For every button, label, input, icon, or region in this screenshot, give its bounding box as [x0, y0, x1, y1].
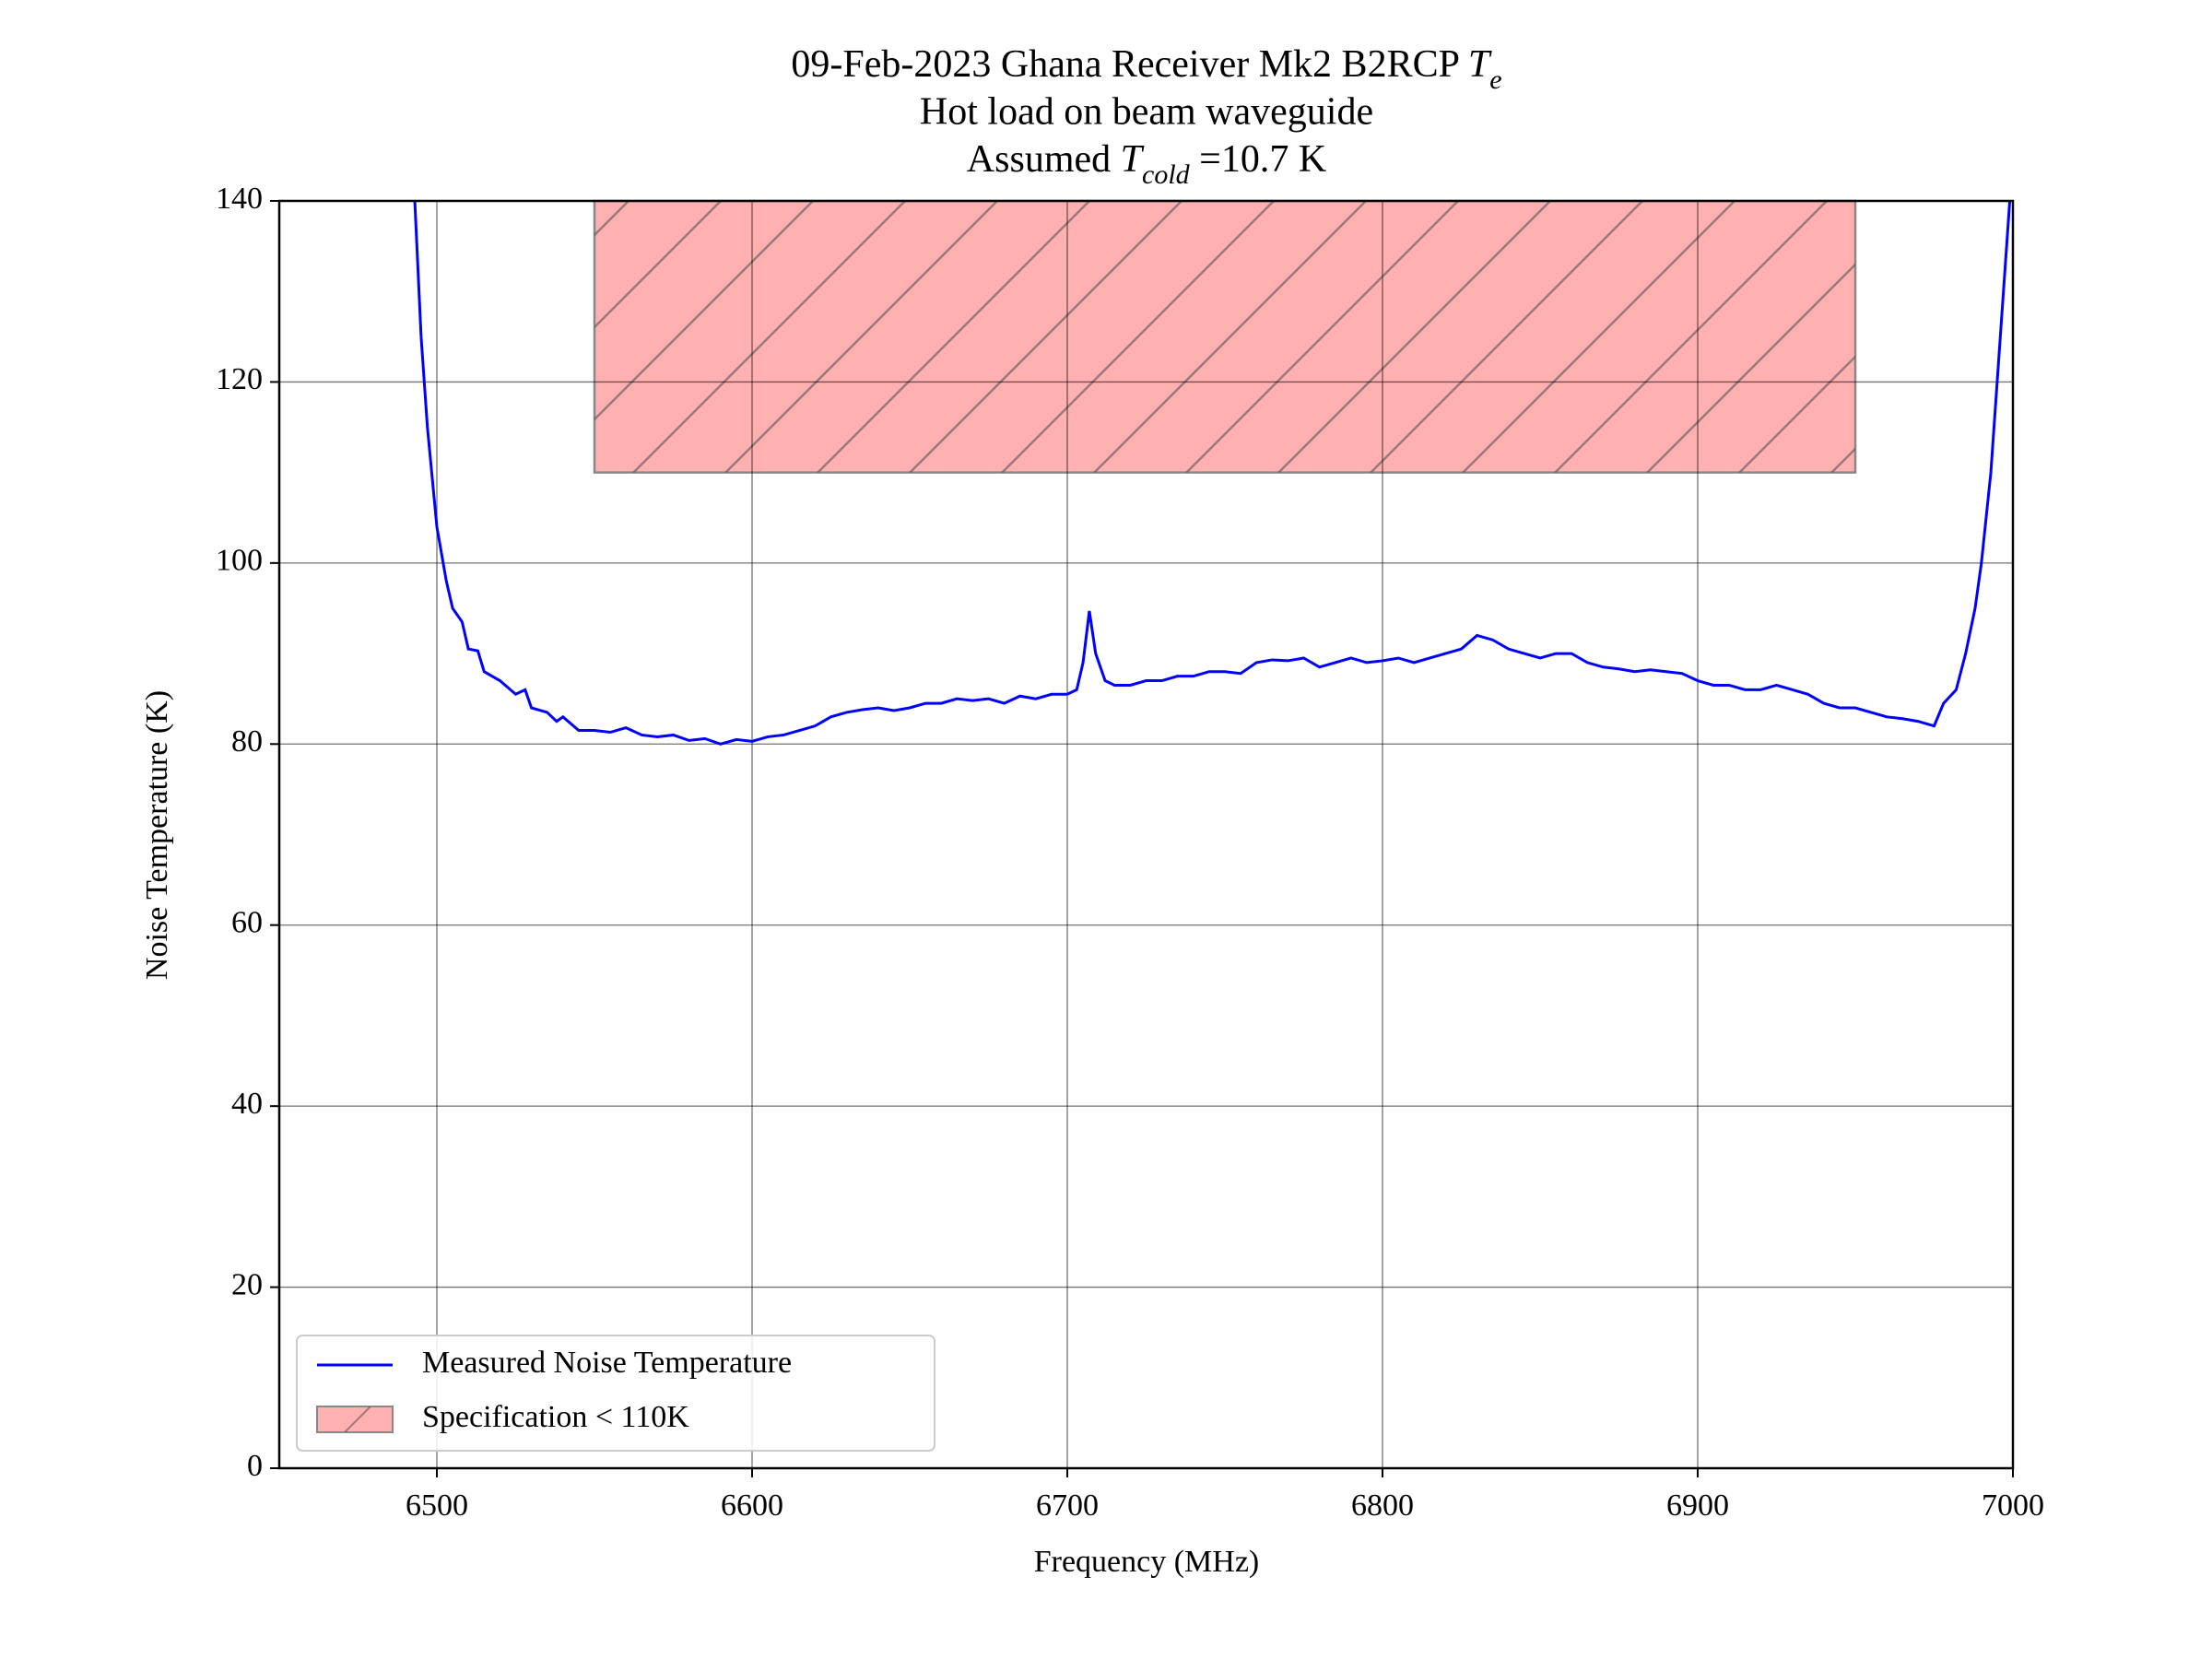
- legend-label: Measured Noise Temperature: [422, 1346, 792, 1380]
- chart-title: Hot load on beam waveguide: [920, 90, 1373, 133]
- y-tick-label: 60: [231, 906, 263, 940]
- y-tick-label: 140: [216, 182, 263, 216]
- title-segment: e: [1489, 65, 1501, 95]
- y-tick-label: 120: [216, 362, 263, 396]
- chart-title: Assumed Tcold =10.7 K: [967, 138, 1326, 191]
- y-tick-label: 20: [231, 1267, 263, 1301]
- title-segment: 09-Feb-2023 Ghana Receiver Mk2 B2RCP: [791, 43, 1468, 86]
- title-segment: cold: [1142, 159, 1191, 190]
- legend-swatch: [316, 1406, 394, 1433]
- spec-hatch: [594, 201, 1855, 473]
- y-tick-label: 40: [231, 1087, 263, 1121]
- legend-box: [296, 1335, 935, 1452]
- x-tick-label: 6900: [1666, 1488, 1729, 1523]
- x-tick-label: 6700: [1036, 1488, 1099, 1523]
- title-segment: Hot load on beam waveguide: [920, 90, 1373, 133]
- x-tick-label: 7000: [1982, 1488, 2044, 1523]
- title-segment: =10.7 K: [1190, 138, 1327, 181]
- title-segment: Assumed: [967, 138, 1121, 181]
- title-segment: T: [1468, 43, 1492, 86]
- data-line: [413, 201, 2012, 746]
- x-tick-label: 6500: [406, 1488, 468, 1523]
- x-tick-label: 6800: [1351, 1488, 1414, 1523]
- plot-frame: [277, 199, 2015, 1470]
- title-segment: T: [1121, 138, 1145, 181]
- x-axis-label: Frequency (MHz): [1034, 1545, 1260, 1579]
- y-tick-label: 0: [247, 1449, 263, 1483]
- chart-title: 09-Feb-2023 Ghana Receiver Mk2 B2RCP Te: [791, 43, 1501, 96]
- legend-label: Specification < 110K: [422, 1400, 689, 1434]
- legend-hatch: [344, 1406, 371, 1433]
- y-tick-label: 100: [216, 544, 263, 578]
- x-tick-label: 6600: [721, 1488, 783, 1523]
- y-axis-label: Noise Temperature (K): [140, 690, 174, 980]
- y-tick-label: 80: [231, 724, 263, 759]
